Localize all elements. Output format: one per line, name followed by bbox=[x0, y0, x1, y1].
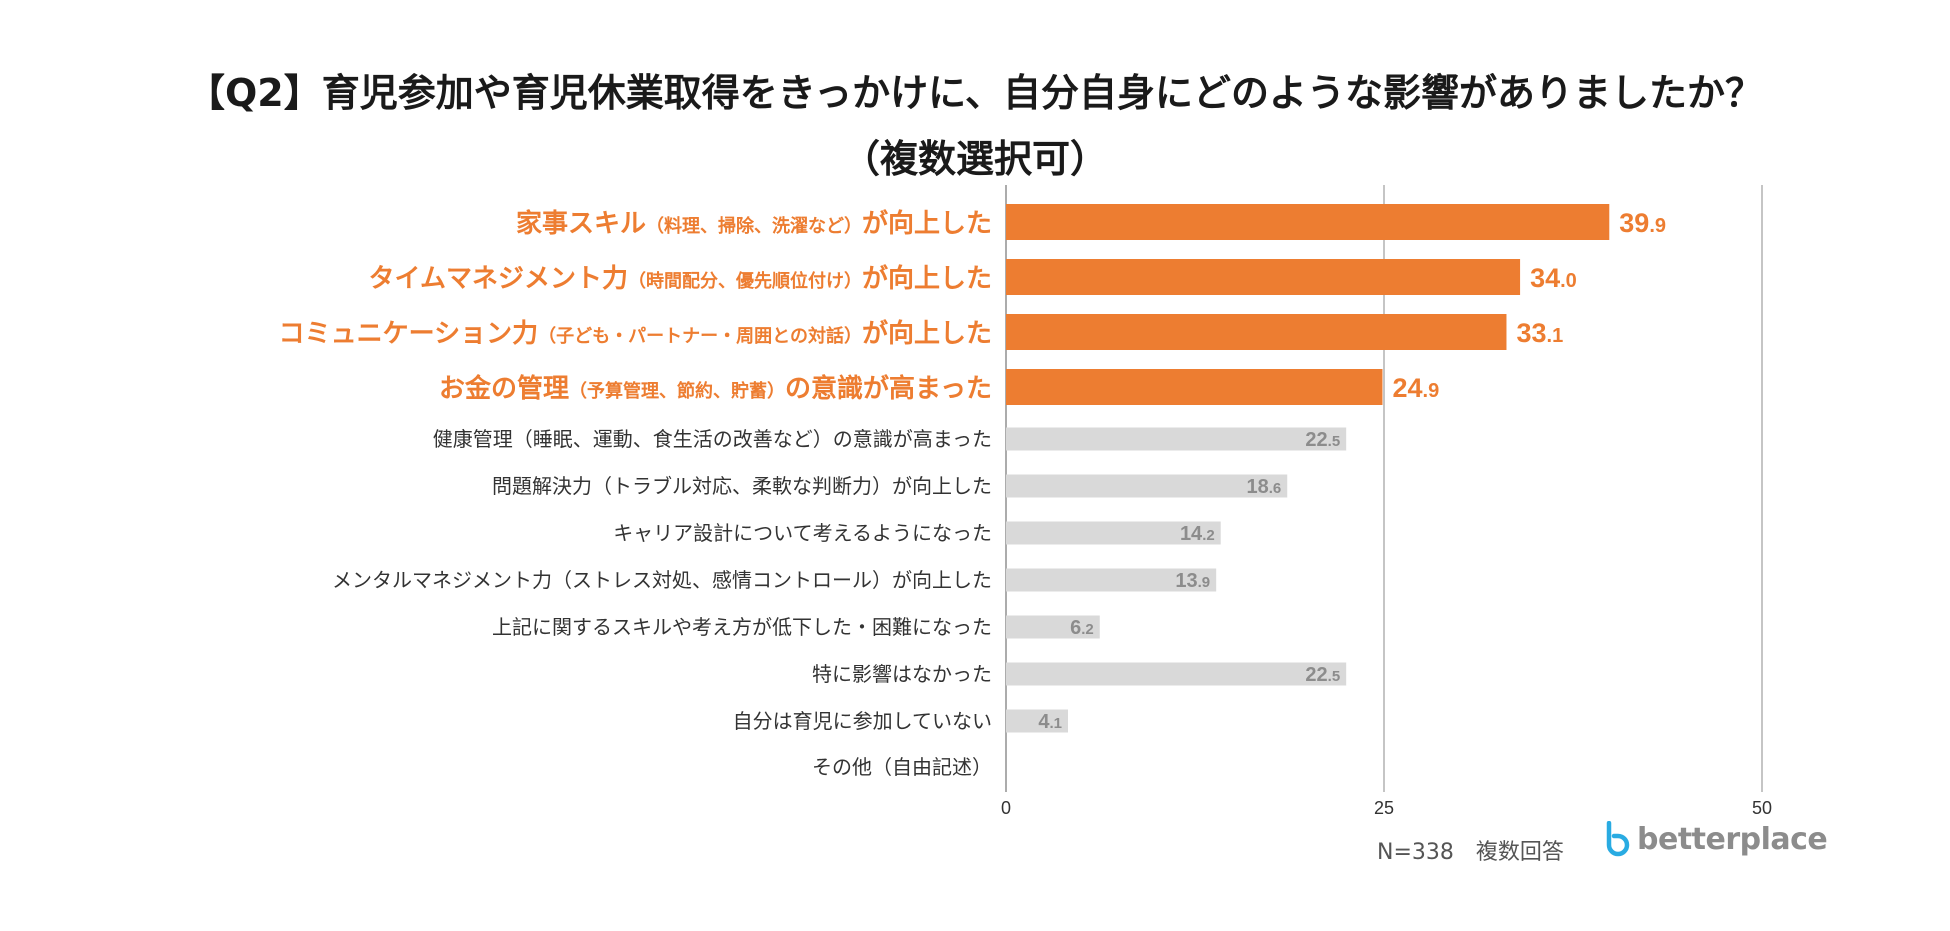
bar bbox=[1006, 662, 1347, 686]
bar bbox=[1006, 521, 1221, 545]
data-label-decimal: .6 bbox=[1269, 480, 1282, 497]
data-label: 4.1 bbox=[1038, 711, 1062, 733]
data-label: 39.9 bbox=[1619, 208, 1666, 238]
category-label: 上記に関するスキルや考え方が低下した・困難になった bbox=[492, 615, 992, 639]
betterplace-logo: betterplace bbox=[1605, 821, 1828, 857]
data-label-integer: 14 bbox=[1180, 523, 1203, 545]
category-label-detail: （子ども・パートナー・周囲との対話） bbox=[538, 325, 862, 347]
category-label-detail: （時間配分、優先順位付け） bbox=[628, 270, 862, 292]
x-tick-label: 25 bbox=[1374, 798, 1394, 818]
category-label-main: キャリア設計について考えるようになった bbox=[613, 521, 992, 545]
category-label: コミュニケーション力（子ども・パートナー・周囲との対話）が向上した bbox=[279, 318, 992, 349]
data-label-decimal: .9 bbox=[1423, 380, 1440, 402]
bar bbox=[1006, 709, 1068, 733]
bar bbox=[1006, 427, 1347, 451]
x-tick-label: 50 bbox=[1752, 798, 1772, 818]
category-label: お金の管理（予算管理、節約、貯蓄）の意識が高まった bbox=[439, 373, 992, 404]
data-label-decimal: .5 bbox=[1328, 668, 1341, 685]
category-label: キャリア設計について考えるようになった bbox=[613, 521, 992, 545]
data-label-integer: 34 bbox=[1530, 263, 1560, 293]
data-label-decimal: .2 bbox=[1081, 621, 1094, 638]
sample-note: N=338 複数回答 bbox=[1377, 840, 1564, 865]
data-label-decimal: .9 bbox=[1198, 574, 1211, 591]
x-tick-label: 0 bbox=[1001, 798, 1011, 818]
category-label-tail: の意識が高まった bbox=[785, 373, 992, 404]
category-label-main: タイムマネジメント力 bbox=[369, 264, 628, 294]
data-label: 22.5 bbox=[1305, 664, 1340, 686]
category-label-main: お金の管理 bbox=[439, 373, 569, 404]
data-label-integer: 13 bbox=[1175, 570, 1197, 592]
data-label-decimal: .1 bbox=[1049, 715, 1062, 732]
data-label-integer: 24 bbox=[1392, 373, 1422, 403]
data-label: 22.5 bbox=[1305, 429, 1340, 451]
category-label-main: メンタルマネジメント力（ストレス対処、感情コントロール）が向上した bbox=[332, 568, 992, 592]
bar bbox=[1006, 474, 1288, 498]
data-label: 33.1 bbox=[1516, 318, 1563, 348]
category-label: その他（自由記述） bbox=[812, 755, 992, 779]
category-label: 自分は育児に参加していない bbox=[733, 709, 992, 733]
category-label-main: 家事スキル bbox=[516, 208, 646, 239]
category-label-main: 問題解決力（トラブル対応、柔軟な判断力）が向上した bbox=[492, 474, 992, 498]
chart-subtitle: （複数選択可） bbox=[841, 137, 1108, 181]
category-label: 家事スキル（料理、掃除、洗濯など）が向上した bbox=[516, 208, 992, 239]
bar bbox=[1006, 568, 1217, 592]
category-label-main: 自分は育児に参加していない bbox=[733, 709, 992, 733]
data-label-integer: 6 bbox=[1070, 617, 1081, 639]
bar bbox=[1006, 259, 1521, 295]
data-label-integer: 22 bbox=[1305, 429, 1327, 451]
data-label-integer: 18 bbox=[1246, 476, 1268, 498]
logo-wordmark: betterplace bbox=[1637, 821, 1828, 857]
data-label-decimal: .0 bbox=[1560, 270, 1577, 292]
category-label: 問題解決力（トラブル対応、柔軟な判断力）が向上した bbox=[492, 474, 992, 498]
data-label-decimal: .5 bbox=[1328, 433, 1341, 450]
bar bbox=[1006, 314, 1507, 350]
data-label-integer: 39 bbox=[1619, 208, 1649, 238]
category-label-main: 上記に関するスキルや考え方が低下した・困難になった bbox=[492, 615, 992, 639]
category-label: 特に影響はなかった bbox=[812, 662, 992, 686]
data-label: 6.2 bbox=[1070, 617, 1094, 639]
data-label: 24.9 bbox=[1392, 373, 1439, 403]
data-label: 34.0 bbox=[1530, 263, 1577, 293]
data-label-decimal: .1 bbox=[1547, 325, 1564, 347]
data-label-integer: 4 bbox=[1038, 711, 1050, 733]
category-label-tail: が向上した bbox=[862, 263, 992, 294]
category-label-main: コミュニケーション力 bbox=[279, 319, 538, 349]
bar bbox=[1006, 369, 1383, 405]
category-label: タイムマネジメント力（時間配分、優先順位付け）が向上した bbox=[369, 263, 993, 294]
bar bbox=[1006, 615, 1100, 639]
category-label-main: その他（自由記述） bbox=[812, 755, 992, 779]
bar bbox=[1006, 204, 1610, 240]
chart-title: 【Q2】育児参加や育児休業取得をきっかけに、自分自身にどのような影響がありました… bbox=[186, 71, 1764, 115]
category-label-detail: （料理、掃除、洗濯など） bbox=[646, 215, 862, 237]
data-label-integer: 22 bbox=[1305, 664, 1327, 686]
data-label: 18.6 bbox=[1246, 476, 1281, 498]
category-label-detail: （予算管理、節約、貯蓄） bbox=[569, 380, 785, 402]
category-label: メンタルマネジメント力（ストレス対処、感情コントロール）が向上した bbox=[332, 568, 992, 592]
data-label-decimal: .2 bbox=[1202, 527, 1215, 544]
category-label-tail: が向上した bbox=[862, 318, 992, 349]
data-label-integer: 33 bbox=[1516, 318, 1546, 348]
category-label-main: 特に影響はなかった bbox=[812, 662, 992, 686]
category-label: 健康管理（睡眠、運動、食生活の改善など）の意識が高まった bbox=[433, 427, 992, 451]
data-label: 13.9 bbox=[1175, 570, 1210, 592]
category-label-main: 健康管理（睡眠、運動、食生活の改善など）の意識が高まった bbox=[433, 427, 992, 451]
data-label-decimal: .9 bbox=[1649, 215, 1666, 237]
data-label: 14.2 bbox=[1180, 523, 1215, 545]
logo-mark-icon bbox=[1606, 821, 1630, 857]
category-label-tail: が向上した bbox=[862, 208, 992, 239]
